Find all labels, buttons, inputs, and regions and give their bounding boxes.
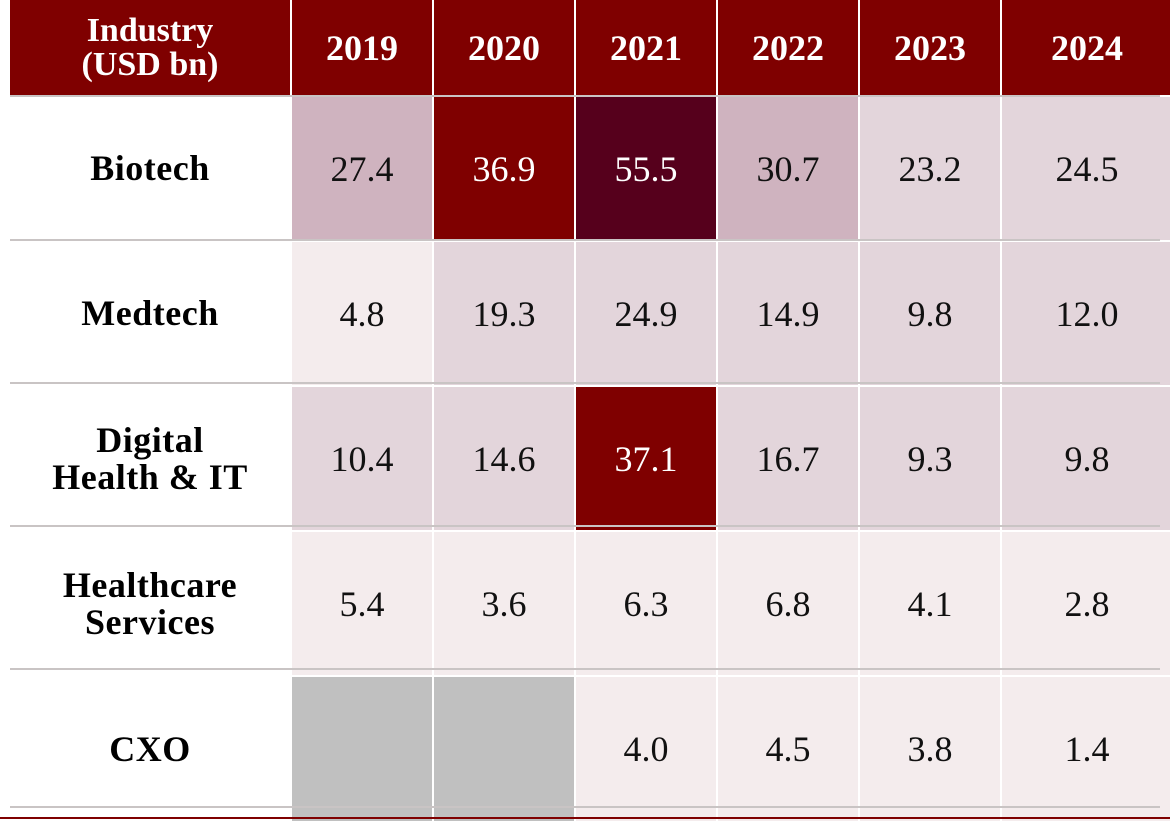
heatmap-cell: 1.4 xyxy=(1002,677,1170,821)
heatmap-cell: 24.5 xyxy=(1002,97,1170,240)
corner-label: Industry xyxy=(86,11,214,49)
heatmap-cell: 19.3 xyxy=(434,242,574,385)
heatmap-cell-empty xyxy=(292,677,432,821)
row-separator xyxy=(10,806,1160,808)
heatmap-cell: 4.1 xyxy=(860,532,1000,675)
row-separator xyxy=(10,239,1160,241)
heatmap-cell: 3.8 xyxy=(860,677,1000,821)
heatmap-cell: 6.3 xyxy=(576,532,716,675)
heatmap-cell: 9.8 xyxy=(1002,387,1170,530)
column-header-2019: 2019 xyxy=(292,0,432,95)
heatmap-cell: 9.3 xyxy=(860,387,1000,530)
column-header-2020: 2020 xyxy=(434,0,574,95)
column-header-2023: 2023 xyxy=(860,0,1000,95)
row-separator xyxy=(10,382,1160,384)
heatmap-cell: 14.9 xyxy=(718,242,858,385)
row-separator xyxy=(10,525,1160,527)
row-label: Biotech xyxy=(10,97,290,240)
row-label: Healthcare Services xyxy=(10,532,290,675)
row-label-line: Digital xyxy=(96,419,204,460)
heatmap-cell: 12.0 xyxy=(1002,242,1170,385)
heatmap-cell: 14.6 xyxy=(434,387,574,530)
row-label-line: CXO xyxy=(109,728,191,769)
heatmap-cell: 10.4 xyxy=(292,387,432,530)
row-separator xyxy=(10,95,1160,97)
row-label-line: Health & IT xyxy=(52,456,248,497)
heatmap-table: Industry (USD bn) 2019 2020 2021 2022 2023 2024… xyxy=(10,0,1170,821)
bottom-rule xyxy=(0,817,1170,819)
row-label: Digital Health & IT xyxy=(10,387,290,530)
row-label-line: Healthcare xyxy=(62,564,238,605)
heatmap-cell: 36.9 xyxy=(434,97,574,240)
heatmap-cell: 3.6 xyxy=(434,532,574,675)
column-header-2021: 2021 xyxy=(576,0,716,95)
column-header-2022: 2022 xyxy=(718,0,858,95)
column-header-2024: 2024 xyxy=(1002,0,1170,95)
heatmap-cell: 37.1 xyxy=(576,387,716,530)
heatmap-cell: 4.0 xyxy=(576,677,716,821)
heatmap-cell: 4.8 xyxy=(292,242,432,385)
row-label-line: Biotech xyxy=(90,148,210,188)
heatmap-cell: 24.9 xyxy=(576,242,716,385)
heatmap-cell-empty xyxy=(434,677,574,821)
row-label-line: Services xyxy=(85,601,215,642)
heatmap-cell: 9.8 xyxy=(860,242,1000,385)
row-label-line: Medtech xyxy=(81,293,219,333)
heatmap-cell: 23.2 xyxy=(860,97,1000,240)
heatmap-cell: 5.4 xyxy=(292,532,432,675)
heatmap-cell: 2.8 xyxy=(1002,532,1170,675)
corner-label: (USD bn) xyxy=(81,45,219,83)
heatmap-cell: 16.7 xyxy=(718,387,858,530)
row-label: Medtech xyxy=(10,242,290,385)
heatmap-cell: 30.7 xyxy=(718,97,858,240)
header-corner: Industry (USD bn) xyxy=(10,0,290,95)
heatmap-cell: 55.5 xyxy=(576,97,716,240)
heatmap-cell: 6.8 xyxy=(718,532,858,675)
row-label: CXO xyxy=(10,677,290,821)
heatmap-cell: 4.5 xyxy=(718,677,858,821)
row-separator xyxy=(10,668,1160,670)
heatmap-cell: 27.4 xyxy=(292,97,432,240)
